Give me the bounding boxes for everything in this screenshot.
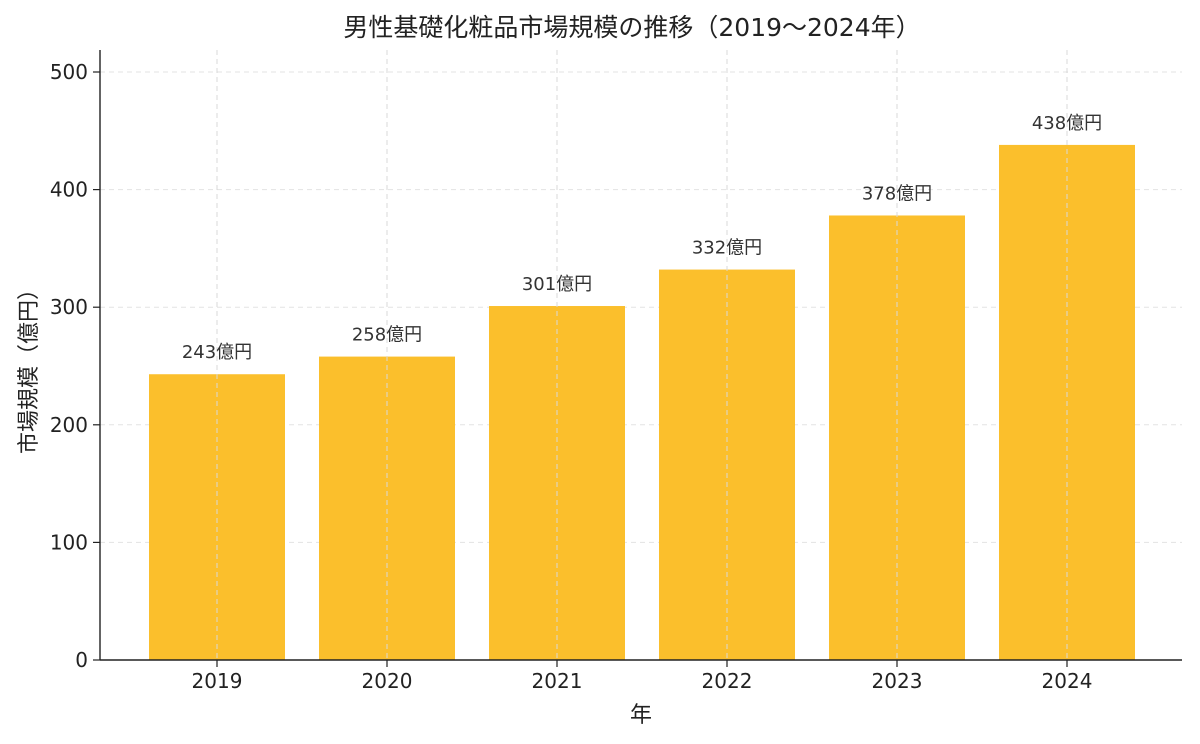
x-tick-label: 2020 — [362, 669, 413, 693]
y-tick-label: 200 — [50, 413, 88, 437]
data-label: 378億円 — [862, 183, 932, 204]
y-tick-label: 500 — [50, 60, 88, 84]
vertical-grid-layer — [216, 50, 1068, 660]
y-tick-label: 300 — [50, 295, 88, 319]
x-axis-label: 年 — [630, 703, 652, 728]
x-tick-label: 2019 — [192, 669, 243, 693]
y-tick-label: 100 — [50, 530, 88, 554]
axis-layer — [93, 50, 1182, 667]
data-label-layer: 243億円 258億円 301億円 332億円 378億円 438億円 — [182, 113, 1102, 363]
y-axis-label: 市場規模（億円） — [17, 278, 42, 454]
chart-title: 男性基礎化粧品市場規模の推移（2019〜2024年） — [343, 13, 920, 42]
tick-layer: 0 100 200 300 400 500 2019 2020 2021 2022 2023 2024 — [50, 60, 1093, 693]
x-tick-label: 2024 — [1042, 669, 1093, 693]
data-label: 332億円 — [692, 238, 762, 259]
x-tick-label: 2021 — [532, 669, 583, 693]
bar-layer — [149, 144, 1135, 661]
y-tick-label: 400 — [50, 178, 88, 202]
y-tick-label: 0 — [75, 648, 88, 672]
data-label: 438億円 — [1032, 113, 1102, 134]
x-tick-label: 2022 — [702, 669, 753, 693]
data-label: 301億円 — [522, 274, 592, 295]
x-tick-label: 2023 — [872, 669, 923, 693]
data-label: 243億円 — [182, 342, 252, 363]
data-label: 258億円 — [352, 325, 422, 346]
